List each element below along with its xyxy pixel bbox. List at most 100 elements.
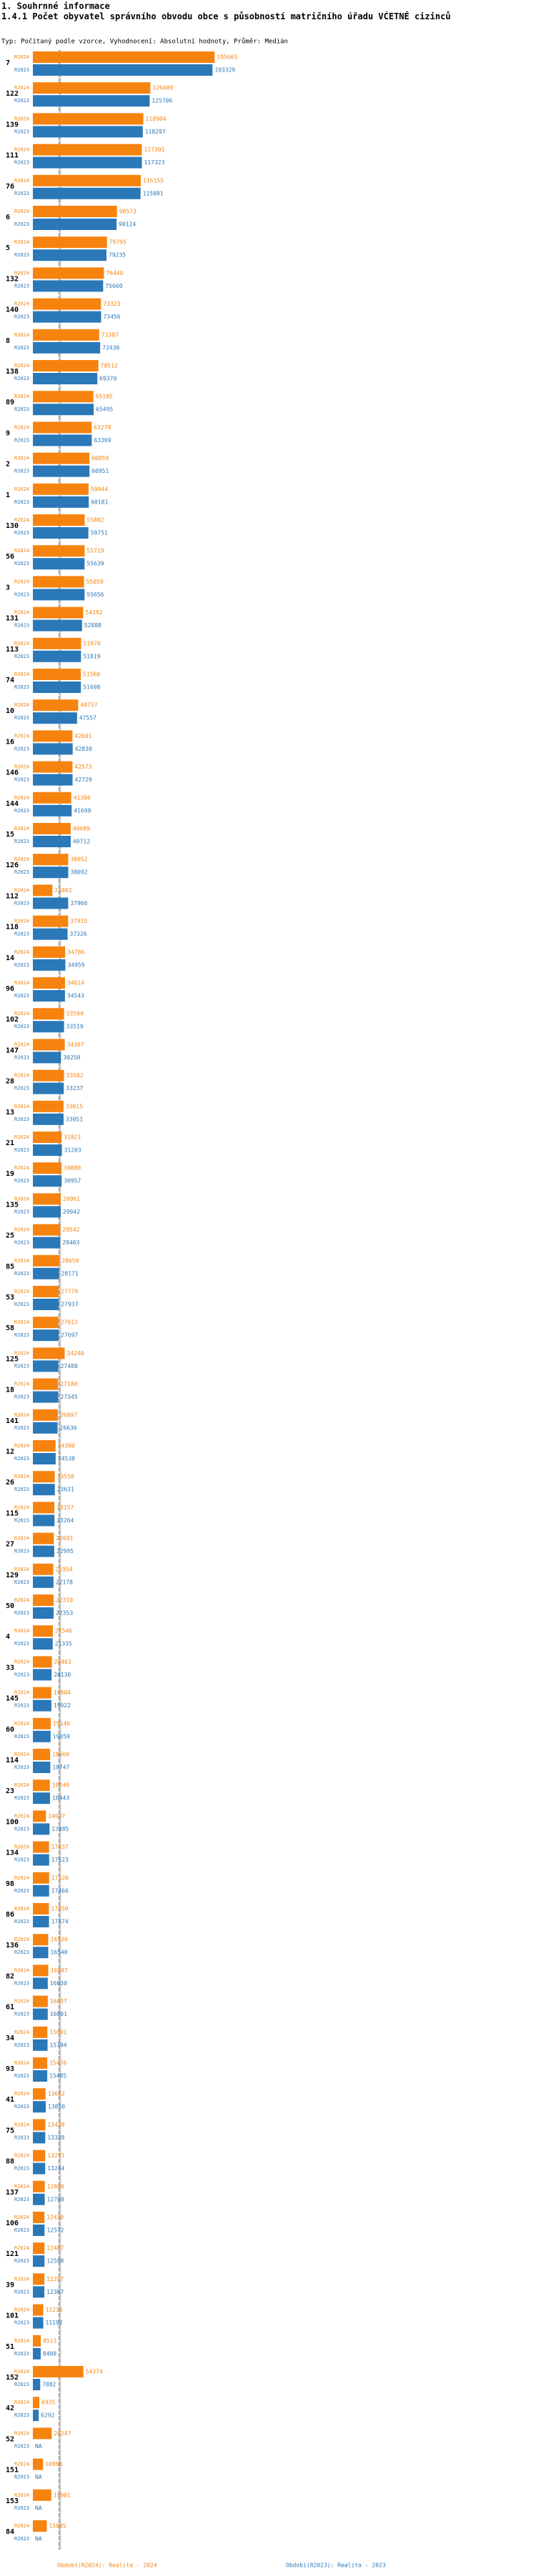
series-label: R2024 xyxy=(14,116,29,121)
series-label: R2023 xyxy=(14,98,29,104)
value-label: 23264 xyxy=(56,1517,74,1524)
value-label: 12487 xyxy=(46,2245,64,2252)
category-label: 89 xyxy=(6,399,14,406)
bar xyxy=(33,2379,41,2390)
value-label: 11192 xyxy=(46,2320,63,2326)
series-label: R2023 xyxy=(14,1641,29,1647)
bar xyxy=(33,174,142,186)
series-label: R2023 xyxy=(14,2166,29,2172)
category-label: 86 xyxy=(6,1911,14,1919)
category-label: 136 xyxy=(6,1942,19,1950)
category-label: 121 xyxy=(6,2250,19,2258)
series-label: R2023 xyxy=(14,1024,29,1029)
bar xyxy=(33,2070,48,2082)
value-label: 71387 xyxy=(101,331,119,338)
series-label: R2024 xyxy=(14,1042,29,1047)
value-label: 55656 xyxy=(86,591,104,598)
value-label: 69370 xyxy=(99,376,116,382)
series-label: R2024 xyxy=(14,2462,29,2467)
title-box: 1.4.1 Počet obyvatel správního obvodu ob… xyxy=(1,11,451,21)
bar xyxy=(33,1113,64,1125)
category-label: 25 xyxy=(6,1232,14,1240)
series-label: R2023 xyxy=(14,2412,29,2418)
value-label: 33502 xyxy=(66,1072,84,1079)
bar xyxy=(33,95,150,107)
series-label: R2024 xyxy=(14,2245,29,2251)
category-label: 88 xyxy=(6,2158,14,2166)
value-label: 22178 xyxy=(56,1579,73,1585)
bar xyxy=(33,1947,49,1959)
value-label: 60951 xyxy=(91,468,109,474)
value-label: 47557 xyxy=(79,715,96,722)
series-label: R2023 xyxy=(14,1579,29,1585)
series-label: R2023 xyxy=(14,1363,29,1369)
bar xyxy=(33,1749,51,1760)
value-label: 29961 xyxy=(63,1196,80,1202)
bar xyxy=(33,82,151,94)
bar xyxy=(33,1144,62,1156)
series-label: R2024 xyxy=(14,394,29,399)
value-label: 40689 xyxy=(73,826,90,832)
bar xyxy=(33,1545,54,1557)
bar xyxy=(33,496,89,508)
value-label: NA xyxy=(35,2505,42,2511)
category-label: 93 xyxy=(6,2065,14,2073)
category-label: 147 xyxy=(6,1047,19,1054)
category-label: 56 xyxy=(6,553,14,561)
bar xyxy=(33,699,79,712)
bar xyxy=(33,144,142,156)
category-label: 10 xyxy=(6,707,14,715)
value-label: 19059 xyxy=(53,1733,70,1739)
series-label: R2023 xyxy=(14,2197,29,2202)
series-label: R2024 xyxy=(14,1196,29,1202)
category-label: 125 xyxy=(6,1355,19,1363)
value-label: 55059 xyxy=(86,579,104,585)
bar xyxy=(33,804,72,817)
value-label: 90124 xyxy=(119,221,136,228)
value-label: 31021 xyxy=(64,1134,81,1141)
category-label: 76 xyxy=(6,183,14,191)
category-label: 5 xyxy=(6,244,10,252)
series-label: R2024 xyxy=(14,1134,29,1140)
value-label: 6935 xyxy=(41,2400,55,2406)
bar xyxy=(33,545,85,557)
series-label: R2023 xyxy=(14,2536,29,2542)
series-label: R2024 xyxy=(14,641,29,647)
series-label: R2023 xyxy=(14,1672,29,1677)
bar xyxy=(33,823,71,834)
bar xyxy=(33,2304,44,2316)
value-label: 125706 xyxy=(152,98,172,104)
value-label: 13328 xyxy=(47,2135,64,2141)
bar xyxy=(33,2347,41,2360)
bar xyxy=(33,1254,60,1267)
series-label: R2023 xyxy=(14,1086,29,1092)
series-label: R2023 xyxy=(14,839,29,844)
bar xyxy=(33,1995,48,2007)
bar xyxy=(33,1977,48,1990)
bar xyxy=(33,928,68,940)
series-label: R2024 xyxy=(14,1628,29,1634)
bar xyxy=(33,1082,64,1094)
value-label: 10966 xyxy=(45,2461,62,2467)
bar xyxy=(33,1267,59,1279)
value-label: 21003 xyxy=(54,887,71,894)
bar xyxy=(33,2366,84,2377)
series-label: R2024 xyxy=(14,795,29,801)
series-label: R2023 xyxy=(14,2443,29,2449)
bar xyxy=(33,2119,46,2131)
series-label: R2024 xyxy=(14,2030,29,2035)
value-label: 22601 xyxy=(56,1535,73,1542)
value-label: 17520 xyxy=(51,1874,69,1881)
category-label: 26 xyxy=(6,1479,14,1487)
bar xyxy=(33,730,73,742)
value-label: 27779 xyxy=(61,1289,78,1295)
value-label: NA xyxy=(35,2443,42,2450)
category-label: 146 xyxy=(6,769,19,777)
section-title: 1. Souhrnné informace xyxy=(1,1,110,11)
value-label: 13850 xyxy=(48,2104,65,2110)
series-label: R2024 xyxy=(14,2215,29,2220)
series-label: R2024 xyxy=(14,1536,29,1542)
category-label: 42 xyxy=(6,2405,14,2412)
series-label: R2024 xyxy=(14,209,29,214)
bar xyxy=(33,267,104,279)
